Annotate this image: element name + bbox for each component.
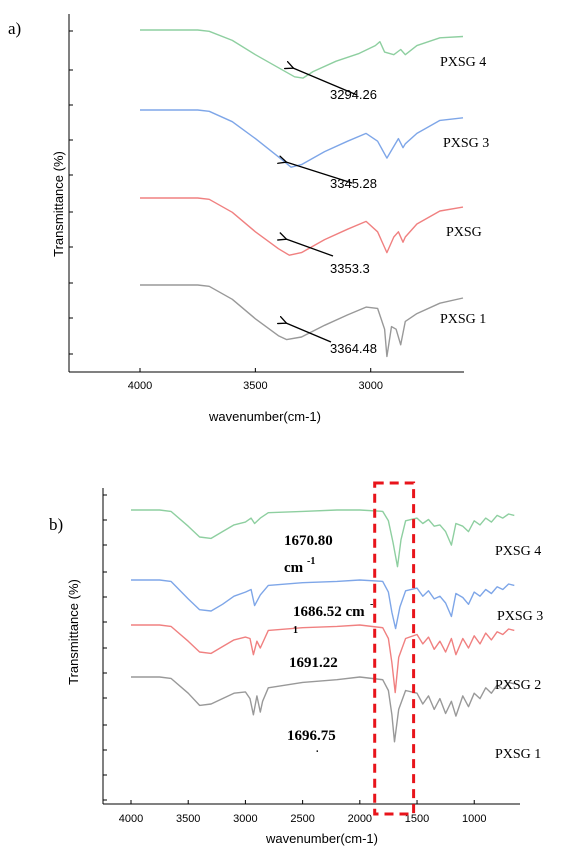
panel-b-y-axis-title: Transmittance (%): [66, 579, 81, 685]
panel-a-label-pxsg4: PXSG 4: [440, 55, 486, 70]
panel-a-y-axis-title: Transmittance (%): [51, 151, 66, 257]
x-tick-label: 1500: [405, 813, 429, 825]
panel-a-y-ticks: [69, 30, 73, 355]
panel-a-letter: a): [8, 19, 21, 38]
panel-a-label-pxsg: PXSG: [446, 225, 482, 240]
panel-a-arrow-pxsg: [286, 239, 334, 257]
panel-b-label-pxsg1: PXSG 1: [495, 747, 541, 762]
series-line-pxsg: [140, 197, 464, 256]
x-tick-label: 4000: [119, 813, 143, 825]
series-line-pxsg-3: [131, 579, 515, 630]
series-line-pxsg-2: [131, 624, 515, 694]
panel-b-peak-pxsg4: 1670.80: [284, 533, 333, 549]
series-line-pxsg-1: [140, 284, 464, 358]
panel-a-x-axis-title: wavenumber(cm-1): [208, 409, 321, 424]
series-line-pxsg-4: [131, 509, 515, 568]
series-line-pxsg-4: [140, 29, 464, 79]
panel-a-peak-pxsg: 3353.3: [330, 261, 370, 276]
panel-b-y-ticks: [103, 494, 107, 801]
panel-a-label-pxsg3: PXSG 3: [443, 136, 489, 151]
panel-b-peak-pxsg3-sub: 1: [293, 625, 298, 636]
x-tick-label: 4000: [128, 380, 152, 392]
series-line-pxsg-3: [140, 109, 464, 168]
x-tick-label: 2500: [290, 813, 314, 825]
panel-b: b) 4000 3500 3000 2500 2000 1500 1000 Transmit…: [49, 481, 543, 846]
panel-b-label-pxsg3: PXSG 3: [497, 609, 543, 624]
panel-b-letter: b): [49, 515, 63, 534]
x-tick-label: 3000: [233, 813, 257, 825]
panel-a-peak-pxsg1: 3364.48: [330, 341, 377, 356]
x-tick-label: 3500: [176, 813, 200, 825]
panel-b-peak-pxsg3: 1686.52 cm: [293, 604, 365, 620]
panel-b-peak-pxsg3-sup: -: [370, 599, 373, 610]
panel-b-peak-pxsg4-unit: cm: [284, 560, 304, 576]
panel-b-highlight-box: [373, 481, 416, 816]
x-tick-label: 2000: [348, 813, 372, 825]
panel-b-peak-pxsg4-sup: -1: [307, 556, 315, 567]
panel-b-series: [131, 509, 515, 743]
panel-b-x-ticks: 4000 3500 3000 2500 2000 1500 1000: [119, 800, 486, 825]
panel-a-label-pxsg1: PXSG 1: [440, 312, 486, 327]
panel-b-peak-pxsg2: 1691.22: [289, 655, 338, 671]
panel-a-peak-pxsg3: 3345.28: [330, 176, 377, 191]
panel-a-peak-pxsg4: 3294.26: [330, 87, 377, 102]
panel-a-x-ticks: 4000 3500 3000: [128, 368, 383, 392]
panel-b-label-pxsg4: PXSG 4: [495, 544, 541, 559]
panel-b-peak-pxsg1: 1696.75: [287, 728, 336, 744]
panel-b-label-pxsg2: PXSG 2: [495, 678, 541, 693]
x-tick-label: 3000: [358, 380, 382, 392]
panel-a: a) 4000 3500 3000 Transmittance (%) wavenu…: [8, 14, 489, 424]
x-tick-label: 1000: [462, 813, 486, 825]
panel-b-x-axis-title: wavenumber(cm-1): [265, 831, 378, 846]
panel-b-peak-pxsg1-sub: .: [316, 744, 319, 755]
series-line-pxsg-1: [131, 676, 515, 743]
panel-a-arrow-pxsg1: [286, 323, 332, 343]
panel-a-arrow-pxsg3: [286, 162, 353, 184]
panel-a-series: [140, 29, 464, 358]
panel-a-arrow-pxsg4: [293, 68, 358, 96]
x-tick-label: 3500: [243, 380, 267, 392]
